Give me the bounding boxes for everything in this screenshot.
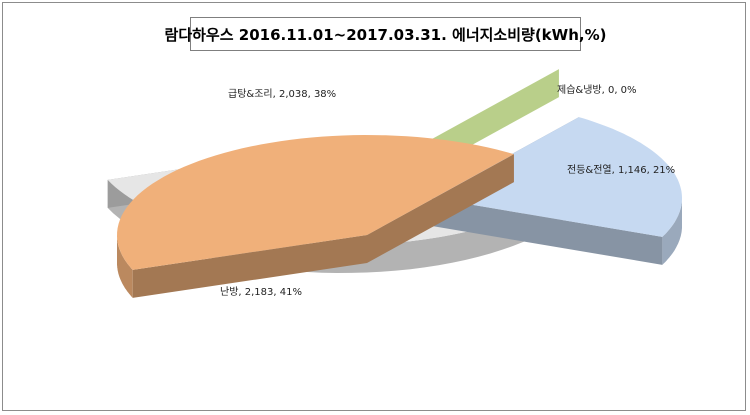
slice-label-heating: 난방, 2,183, 41% <box>220 286 302 298</box>
slice-top-face <box>432 117 682 237</box>
slice-cut-face <box>132 235 367 298</box>
slice-top-face <box>117 135 514 270</box>
pie-slices <box>107 69 682 298</box>
slice-label-dehumid-cooling: 제습&냉방, 0, 0% <box>557 84 637 96</box>
pie-labels: 전등&전열, 1,146, 21% 급탕&조리, 2,038, 38% 난방, … <box>220 84 675 298</box>
slice-heating <box>117 135 514 298</box>
slice-cut-face <box>367 154 514 263</box>
slice-side-wall <box>117 235 133 298</box>
slice-label-lighting: 전등&전열, 1,146, 21% <box>567 164 675 176</box>
slice-cut-face <box>432 198 663 265</box>
slice-label-hotwater-cooking: 급탕&조리, 2,038, 38% <box>228 88 336 100</box>
slice-side-wall <box>662 198 682 265</box>
chart-title: 람다하우스 2016.11.01~2017.03.31. 에너지소비량(kWh,… <box>165 17 606 51</box>
